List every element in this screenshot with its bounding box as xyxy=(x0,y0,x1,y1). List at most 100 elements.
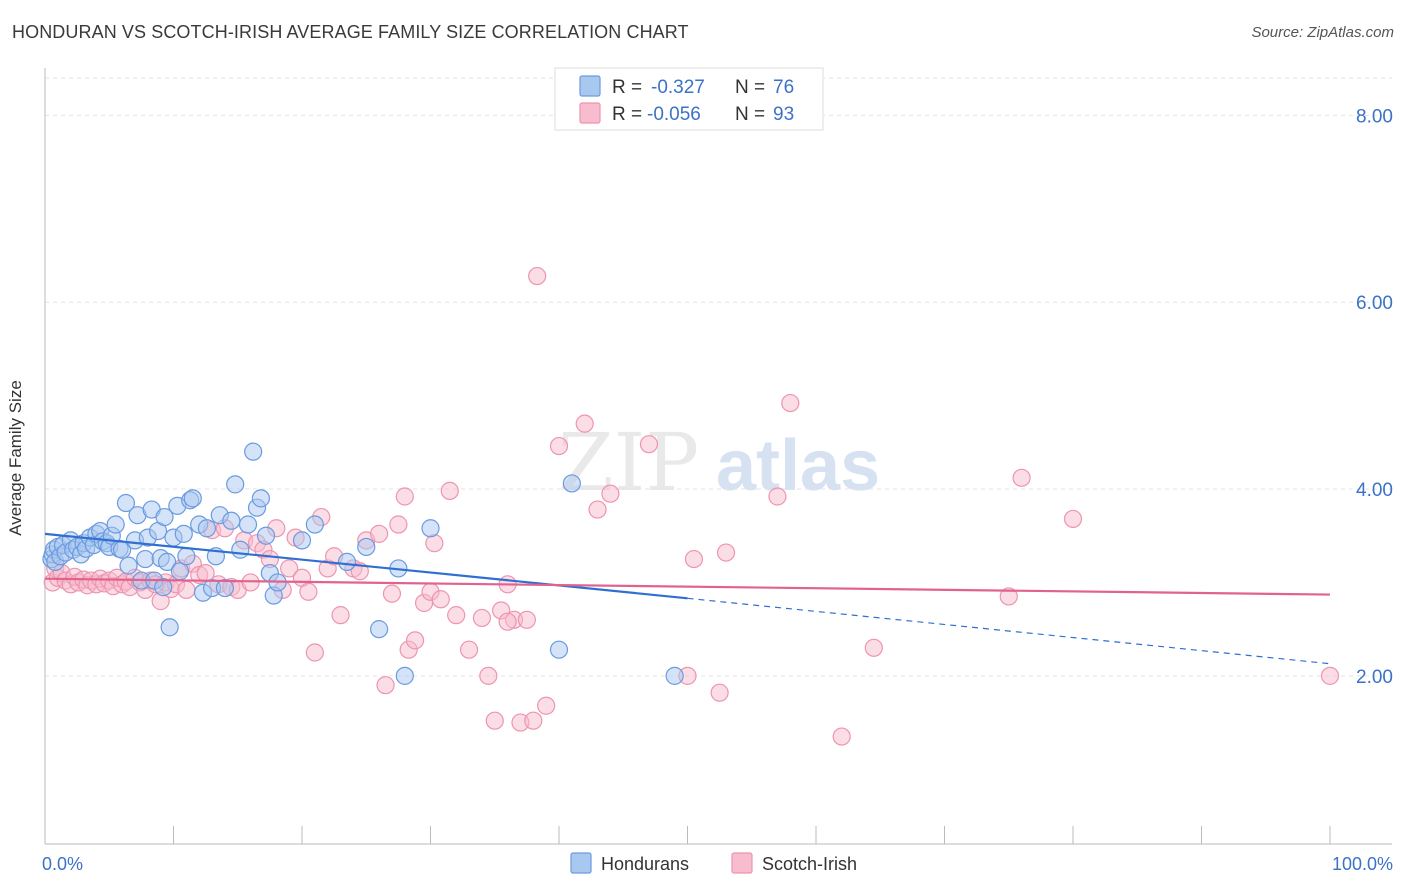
legend-r-label-2: R = xyxy=(612,104,642,125)
honduran-point-66 xyxy=(337,552,357,571)
honduran-point-68 xyxy=(370,620,389,639)
series-legend: Hondurans Scotch-Irish xyxy=(570,852,857,874)
honduran-point-70 xyxy=(395,666,414,685)
y-tick-label-3: 8.00 xyxy=(1356,106,1393,127)
scotch-irish-point-59 xyxy=(376,676,395,695)
scotch-irish-point-100 xyxy=(447,606,466,625)
scotch-irish-point-80 xyxy=(528,266,547,286)
honduran-point-54 xyxy=(226,475,245,494)
scotch-irish-point-96 xyxy=(1012,468,1031,487)
scotch-irish-point-49 xyxy=(299,582,318,601)
scotch-irish-point-72 xyxy=(479,666,498,685)
legend-r-value-1: -0.327 xyxy=(651,77,705,98)
y-tick-label-1: 4.00 xyxy=(1356,480,1393,501)
scotch-irish-point-97 xyxy=(1063,509,1083,529)
series-legend-swatch-scotch-irish xyxy=(731,852,753,874)
scotch-irish-point-40 xyxy=(241,573,260,592)
axes xyxy=(44,68,1392,845)
scotch-irish-point-81 xyxy=(537,696,556,715)
scotch-irish-point-58 xyxy=(370,524,389,543)
scotch-irish-point-92 xyxy=(781,393,800,413)
honduran-point-25 xyxy=(116,493,136,513)
scotch-irish-point-30 xyxy=(177,580,196,600)
scotch-irish-point-85 xyxy=(601,484,620,503)
legend-r-label-1: R = xyxy=(612,77,642,98)
honduran-point-55 xyxy=(231,540,250,559)
honduran-point-43 xyxy=(177,547,196,566)
chart-source: Source: ZipAtlas.com xyxy=(1251,24,1394,41)
scotch-irish-point-93 xyxy=(832,727,851,746)
scotch-irish-point-54 xyxy=(331,606,350,625)
honduran-point-38 xyxy=(160,618,179,637)
series-legend-label-hondurans: Hondurans xyxy=(601,854,689,874)
honduran-point-52 xyxy=(215,578,234,598)
series-legend-label-scotch-irish: Scotch-Irish xyxy=(762,854,857,874)
scotch-irish-point-84 xyxy=(588,500,607,519)
honduran-point-67 xyxy=(357,537,376,557)
honduran-point-59 xyxy=(251,489,270,508)
scotch-irish-point-46 xyxy=(280,559,299,578)
scotch-irish-point-79 xyxy=(524,711,543,730)
honduran-point-65 xyxy=(305,515,324,534)
honduran-point-74 xyxy=(665,666,684,685)
scotch-irish-point-90 xyxy=(716,543,736,562)
scotch-irish-point-73 xyxy=(485,711,504,730)
scotch-irish-point-86 xyxy=(639,435,659,454)
scotch-irish-point-68 xyxy=(431,590,450,609)
honduran-point-73 xyxy=(549,640,569,659)
watermark-atlas: atlas xyxy=(716,426,880,506)
honduran-point-53 xyxy=(222,511,241,530)
hondurans-points xyxy=(42,442,684,685)
scotch-irish-point-91 xyxy=(768,487,787,506)
legend-r-value-2: -0.056 xyxy=(647,104,701,125)
scotch-irish-point-71 xyxy=(472,608,491,628)
scotch-irish-point-99 xyxy=(498,612,517,631)
honduran-point-64 xyxy=(292,531,312,550)
honduran-point-26 xyxy=(119,556,138,575)
honduran-point-57 xyxy=(244,442,263,461)
scotch-irish-point-78 xyxy=(517,610,536,629)
watermark: ZIP atlas xyxy=(558,416,880,509)
trendlines xyxy=(44,532,1331,665)
legend-swatch-hondurans xyxy=(579,75,601,97)
scotch-irish-point-98 xyxy=(1320,666,1340,685)
scotch-irish-point-64 xyxy=(405,631,425,650)
stats-legend: R = -0.327 N = 76 R = -0.056 N = 93 xyxy=(554,67,824,131)
honduran-point-75 xyxy=(154,578,173,597)
hondurans-trendline xyxy=(44,532,688,600)
y-tick-labels: 2.00 4.00 6.00 8.00 xyxy=(1356,106,1393,687)
scotch-irish-point-69 xyxy=(440,481,459,500)
honduran-point-30 xyxy=(136,549,155,569)
scotch-irish-point-50 xyxy=(305,643,324,662)
honduran-point-72 xyxy=(562,474,581,493)
scotch-irish-point-56 xyxy=(350,562,369,581)
honduran-point-45 xyxy=(183,489,202,508)
honduran-point-36 xyxy=(155,507,174,527)
honduran-point-60 xyxy=(256,526,276,545)
scotch-irish-point-95 xyxy=(999,587,1018,606)
legend-n-value-2: 93 xyxy=(773,104,794,125)
scotch-irish-point-94 xyxy=(864,638,883,657)
legend-n-label-2: N = xyxy=(735,104,765,125)
y-tick-label-2: 6.00 xyxy=(1356,293,1393,314)
honduran-point-42 xyxy=(174,524,193,543)
scotch-irish-point-88 xyxy=(684,549,704,569)
y-tick-label-0: 2.00 xyxy=(1356,667,1393,688)
legend-n-label-1: N = xyxy=(735,77,765,98)
scotch-irish-point-67 xyxy=(425,534,444,553)
scotch-irish-point-62 xyxy=(395,487,414,506)
honduran-point-71 xyxy=(421,519,440,538)
honduran-point-22 xyxy=(106,515,125,534)
legend-n-value-1: 76 xyxy=(773,77,794,98)
honduran-point-37 xyxy=(157,552,177,571)
x-tick-labels: 0.0% 100.0% xyxy=(42,854,1393,874)
scotch-irish-point-61 xyxy=(389,515,408,534)
scotch-irish-point-70 xyxy=(459,640,479,659)
honduran-point-48 xyxy=(197,519,217,538)
chart-title: HONDURAN VS SCOTCH-IRISH AVERAGE FAMILY … xyxy=(12,22,689,42)
x-tick-label-end: 100.0% xyxy=(1332,854,1393,874)
x-tick-label-start: 0.0% xyxy=(42,854,83,874)
scotch-irish-trendline xyxy=(44,577,1331,596)
scotch-irish-point-60 xyxy=(382,584,402,603)
